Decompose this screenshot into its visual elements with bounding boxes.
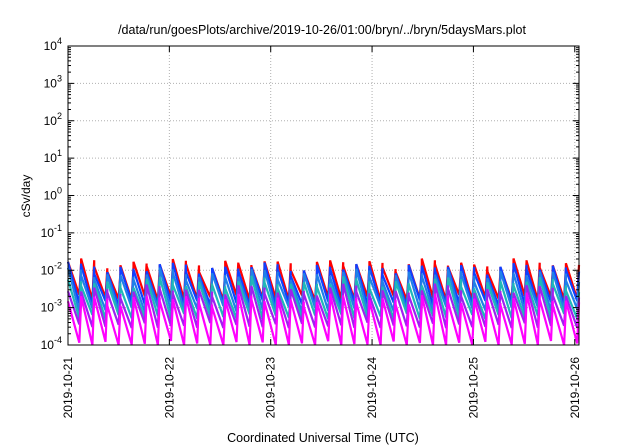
x-tick-label: 2019-10-22 (162, 357, 176, 419)
y-tick-base: 10 (41, 301, 55, 315)
y-tick-label: 10-3 (41, 298, 62, 315)
y-tick-base: 10 (44, 76, 58, 90)
y-tick-base: 10 (44, 114, 58, 128)
y-tick-label: 10-1 (41, 223, 62, 240)
x-tick-label: 2019-10-25 (466, 357, 480, 419)
series-line-6 (66, 292, 581, 346)
y-tick-base: 10 (44, 39, 58, 53)
y-tick-exponent: -1 (54, 223, 62, 233)
y-tick-exponent: 3 (57, 73, 62, 83)
y-tick-exponent: 4 (57, 36, 62, 46)
y-tick-base: 10 (44, 151, 58, 165)
y-tick-label: 104 (44, 36, 62, 53)
y-tick-base: 10 (44, 189, 58, 203)
y-tick-base: 10 (41, 263, 55, 277)
y-tick-base: 10 (41, 338, 55, 352)
x-tick-label: 2019-10-26 (568, 357, 582, 419)
x-tick-label: 2019-10-23 (264, 357, 278, 419)
y-tick-exponent: 1 (57, 148, 62, 158)
x-tick-label: 2019-10-24 (365, 357, 379, 419)
y-tick-label: 100 (44, 186, 62, 203)
y-tick-label: 103 (44, 73, 62, 90)
y-tick-base: 10 (41, 226, 55, 240)
series-group (66, 258, 581, 346)
y-tick-exponent: 0 (57, 186, 62, 196)
y-tick-label: 10-2 (41, 260, 62, 277)
y-tick-label: 101 (44, 148, 62, 165)
chart-title: /data/run/goesPlots/archive/2019-10-26/0… (118, 23, 526, 37)
x-tick-label: 2019-10-21 (61, 357, 75, 419)
y-tick-exponent: 2 (57, 111, 62, 121)
y-tick-exponent: -2 (54, 260, 62, 270)
y-tick-exponent: -3 (54, 298, 62, 308)
y-tick-exponent: -4 (54, 335, 62, 345)
x-axis: 2019-10-21 2019-10-22 2019-10-23 2019-10-24… (61, 46, 582, 418)
y-axis-label: cSv/day (19, 175, 33, 218)
y-tick-label: 102 (44, 111, 62, 128)
x-axis-label: Coordinated Universal Time (UTC) (227, 431, 419, 445)
y-tick-label: 10-4 (41, 335, 62, 352)
